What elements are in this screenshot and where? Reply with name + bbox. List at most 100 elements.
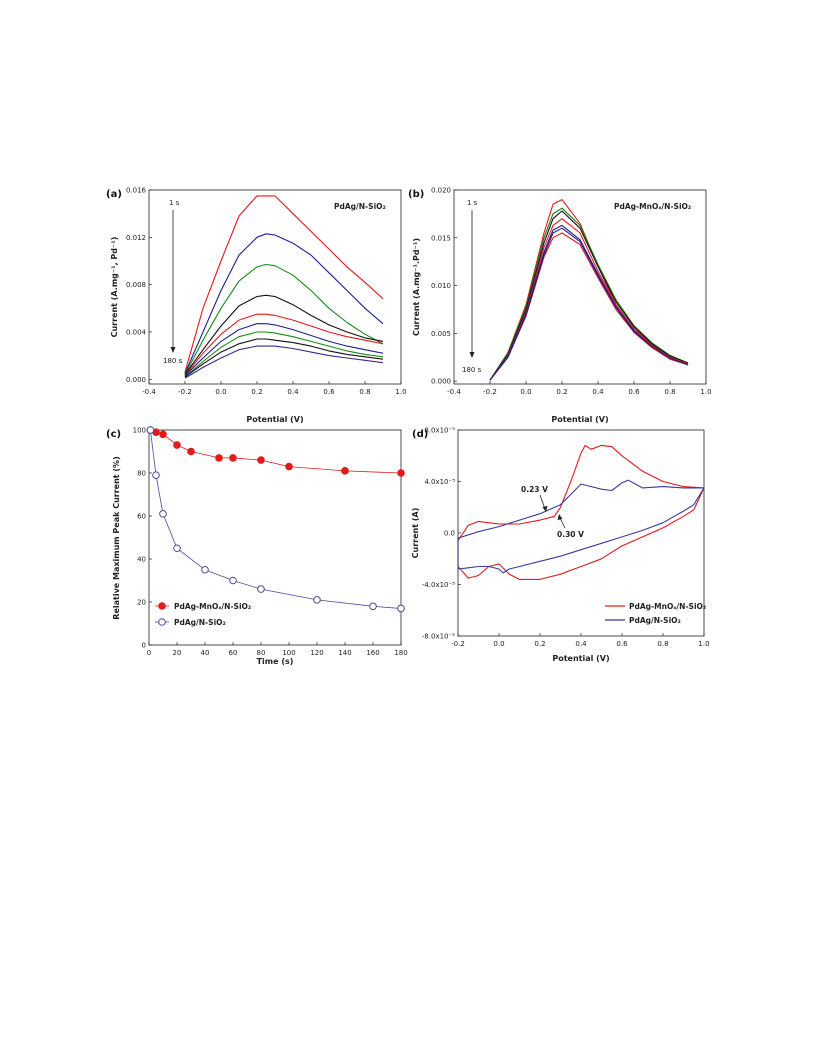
panel-d-xtick-label: 0.0 [493,640,504,648]
panel-b-xtick-label: 0.6 [628,388,640,396]
panel-d-legend-label-2: PdAg/N-SiO₂ [629,616,681,625]
panel-c-point [187,447,195,456]
panel-c-legend-label-2: PdAg/N-SiO₂ [174,618,226,627]
panel-d-annotation-1-arrowhead [542,506,548,512]
panel-b-ylabel: Current (A.mg⁻¹.Pd⁻¹) [412,238,421,336]
panel-a-xtick-label: 0.2 [251,388,262,396]
panel-b-xlabel: Potential (V) [551,415,608,424]
panel-c-point [146,426,155,434]
panel-c-point [229,454,237,462]
panel-c-xtick-label: 120 [310,649,323,657]
panel-d-ytick-label: 4.0x10⁻⁵ [424,478,455,486]
panel-c-label: (c) [106,429,121,440]
panel-b-series-line-1 [489,199,689,381]
panel-c-point [313,596,321,604]
panel-c-point [369,602,377,611]
panel-c-xtick-label: 100 [282,649,295,657]
panel-c-point [173,441,181,449]
panel-b-xtick-label: 0.4 [592,388,604,396]
panel-c-point [397,604,405,613]
panel-b-annotation-top: 1 s [467,199,478,207]
panel-d-ytick-label: -4.0x10⁻⁵ [422,581,455,589]
panel-d-series-line-2 [457,479,705,574]
panel-c-xtick-label: 160 [366,649,379,657]
panel-b-series-line-7 [489,227,689,381]
panel-b-xtick-label: -0.2 [483,388,497,396]
panel-c-legend-label-1: PdAg-MnOₓ/N-SiO₂ [174,602,251,611]
panel-d-yticks: -8.0x10⁻⁵ -4.0x10⁻⁵ 0.0 4.0x10⁻⁵ 8.0x10⁻⁵ [422,427,461,641]
panel-c-legend: PdAg-MnOₓ/N-SiO₂ PdAg/N-SiO₂ [155,602,251,627]
panel-c-ytick-label: 100 [133,427,146,435]
panel-b-series [489,199,689,381]
panel-c-series-line-2 [150,429,402,609]
panel-c-point [341,467,349,475]
panel-a-frame [148,189,402,385]
panel-c-point [152,471,160,479]
panel-b-xtick-label: -0.4 [447,388,461,396]
panel-c-point [397,469,405,477]
panel-c-xtick-label: 60 [229,649,238,657]
panel-a-xtick-label: 1.0 [395,388,406,396]
panel-d-xtick-label: 0.4 [575,640,587,648]
panel-a-series [184,195,384,379]
panel-a-annotation-top: 1 s [169,199,180,207]
panel-c-xtick-label: 0 [147,649,151,657]
panel-d-xtick-label: 0.2 [534,640,545,648]
panel-a-series-line-2 [184,233,384,374]
panel-a-series-line-8 [184,338,384,378]
panel-c-xtick-label: 180 [394,649,407,657]
panel-b-series-line-2 [489,207,689,381]
panel-a-ytick-label: 0.008 [126,281,146,289]
panel-d-series [457,444,705,580]
panel-c-point [201,565,209,574]
panel-a-series-line-5 [184,313,384,377]
panel-b-arrow-head [469,352,475,358]
panel-d-annotation-1-arrow [539,494,546,510]
panel-d-ylabel: Current (A) [411,508,420,559]
panel-a-xtick-label: 0.0 [215,388,226,396]
panel-a-series-line-1 [184,195,384,373]
panel-c-xtick-label: 40 [201,649,210,657]
panel-c-point [257,456,265,464]
panel-b-ytick-label: 0.015 [431,234,451,242]
panel-c-point [215,454,223,462]
panel-a-ytick-label: 0.000 [126,376,146,384]
panel-c-point [285,462,293,471]
panel-b-ytick-label: 0.000 [431,378,451,386]
panel-d-xtick-label: 0.8 [657,640,668,648]
panel-c-xticks: 0 20 40 60 80 100 120 140 160 180 [147,642,408,657]
panel-b-ytick-label: 0.020 [431,187,451,195]
panel-d-xticks: -0.2 0.0 0.2 0.4 0.6 0.8 1.0 [451,633,710,648]
panel-a-series-line-6 [184,323,384,377]
panel-c-legend-marker-1 [158,602,166,610]
panel-c-ytick-label: 40 [137,556,146,564]
panel-c-xlabel: Time (s) [257,657,294,666]
panel-c-point [257,585,265,593]
panel-d-legend-label-1: PdAg-MnOₓ/N-SiO₂ [629,602,706,611]
panel-a-xtick-label: 0.8 [359,388,370,396]
panel-b-yticks: 0.000 0.005 0.010 0.015 0.020 [431,187,457,386]
panel-b-series-line-6 [489,232,689,381]
panel-b-ytick-label: 0.005 [431,330,451,338]
panel-b-xticks: -0.4 -0.2 0.0 0.2 0.4 0.6 0.8 1.0 [447,381,712,396]
panel-c-frame [148,429,402,646]
panel-d-annotation-2-arrowhead [557,514,563,520]
panel-a-series-line-4 [184,294,384,375]
panel-c-point [173,544,181,553]
panel-a-ylabel: Current (A.mg⁻¹, Pd⁻¹) [110,237,119,338]
panel-b-series-line-3 [489,210,689,381]
panel-a-ytick-label: 0.012 [126,234,146,242]
panel-a-arrow-head [170,347,176,353]
panel-b-series-line-4 [489,218,689,381]
panel-c-ytick-label: 20 [137,599,146,607]
panel-c-ytick-label: 0 [142,642,146,650]
panel-b-xtick-label: 0.8 [664,388,675,396]
panel-c-xtick-label: 20 [173,649,182,657]
panel-a-xticks: -0.4 -0.2 0.0 0.2 0.4 0.6 0.8 1.0 [142,381,407,396]
panel-c-point [159,510,167,518]
panel-a-series-line-9 [184,345,384,379]
panel-d-legend: PdAg-MnOₓ/N-SiO₂ PdAg/N-SiO₂ [605,602,706,625]
panel-c: (c) 0 20 40 60 80 100 120 140 160 180 0 20 40 60 80 10… [106,426,408,666]
panel-a-ytick-label: 0.004 [126,328,147,336]
